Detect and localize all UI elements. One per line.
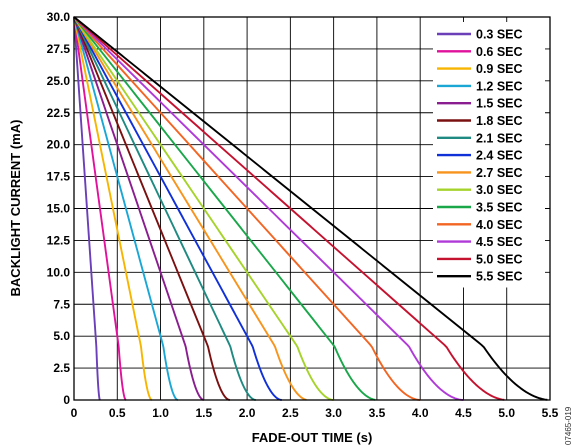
legend-label: 4.0 SEC — [476, 218, 523, 232]
legend-label: 4.5 SEC — [476, 235, 523, 249]
x-tick-label: 5.5 — [542, 406, 559, 420]
legend-label: 5.5 SEC — [476, 270, 523, 284]
y-tick-label: 10.0 — [47, 265, 71, 279]
series-line-s15 — [73, 16, 205, 401]
y-tick-label: 30.0 — [47, 10, 71, 24]
legend-label: 1.8 SEC — [476, 114, 523, 128]
legend-label: 3.5 SEC — [476, 201, 523, 215]
y-tick-label: 17.5 — [47, 170, 71, 184]
series-line-s21 — [73, 16, 256, 401]
series-line-s12 — [73, 16, 179, 401]
series-line-s50 — [73, 16, 505, 401]
series-line-s45 — [73, 16, 464, 401]
series-line-s09 — [73, 16, 153, 401]
x-tick-label: 5.0 — [498, 406, 515, 420]
legend-label: 2.1 SEC — [476, 131, 523, 145]
x-tick-label: 2.5 — [282, 406, 299, 420]
y-tick-label: 20.0 — [47, 138, 71, 152]
x-tick-label: 4.5 — [455, 406, 472, 420]
legend-label: 0.9 SEC — [476, 62, 523, 76]
y-tick-label: 27.5 — [47, 42, 71, 56]
legend: 0.3 SEC 0.6 SEC 0.9 SEC 1.2 SEC 1.5 SEC 1.8 S… — [433, 22, 545, 288]
y-tick-label: 12.5 — [47, 233, 71, 247]
legend-label: 1.2 SEC — [476, 79, 523, 93]
series-line-s27 — [73, 16, 307, 401]
series-line-s06 — [73, 16, 127, 401]
y-tick-label: 0 — [63, 393, 70, 407]
legend-label: 3.0 SEC — [476, 183, 523, 197]
plot-frame — [73, 16, 551, 401]
series-line-s40 — [73, 16, 421, 401]
y-tick-label: 5.0 — [53, 329, 70, 343]
y-tick-label: 2.5 — [53, 361, 70, 375]
x-axis-title: FADE-OUT TIME (s) — [252, 430, 373, 445]
x-tick-label: 2.0 — [239, 406, 256, 420]
legend-label: 1.5 SEC — [476, 97, 523, 111]
y-tick-label: 25.0 — [47, 74, 71, 88]
x-tick-label: 3.0 — [325, 406, 342, 420]
x-tick-label: 0 — [71, 406, 78, 420]
legend-label: 2.4 SEC — [476, 149, 523, 163]
series-line-s24 — [73, 16, 282, 401]
x-tick-labels: 0 0.5 1.0 1.5 2.0 2.5 3.0 3.5 4.0 4.5 5.0 5.5 — [71, 406, 559, 420]
series-line-s30 — [73, 16, 334, 401]
legend-label: 5.0 SEC — [476, 252, 523, 266]
series-line-s55 — [73, 16, 548, 401]
legend-label: 2.7 SEC — [476, 166, 523, 180]
figure-id: 07465-019 — [564, 406, 573, 445]
y-tick-label: 15.0 — [47, 202, 71, 216]
x-tick-label: 1.0 — [152, 406, 169, 420]
series-line-s18 — [73, 16, 230, 401]
x-tick-label: 1.5 — [195, 406, 212, 420]
y-axis-title: BACKLIGHT CURRENT (mA) — [8, 120, 23, 297]
series-line-s35 — [73, 16, 376, 401]
series-line-s03 — [73, 16, 101, 401]
legend-label: 0.3 SEC — [476, 28, 523, 42]
y-tick-label: 7.5 — [53, 297, 70, 311]
x-tick-label: 4.0 — [412, 406, 429, 420]
x-tick-label: 0.5 — [109, 406, 126, 420]
series-curves — [73, 16, 548, 401]
x-tick-label: 3.5 — [369, 406, 386, 420]
legend-label: 0.6 SEC — [476, 45, 523, 59]
y-tick-labels: 0 2.5 5.0 7.5 10.0 12.5 15.0 17.5 20.0 22.5 25.0 27… — [47, 10, 71, 407]
y-tick-label: 22.5 — [47, 106, 71, 120]
